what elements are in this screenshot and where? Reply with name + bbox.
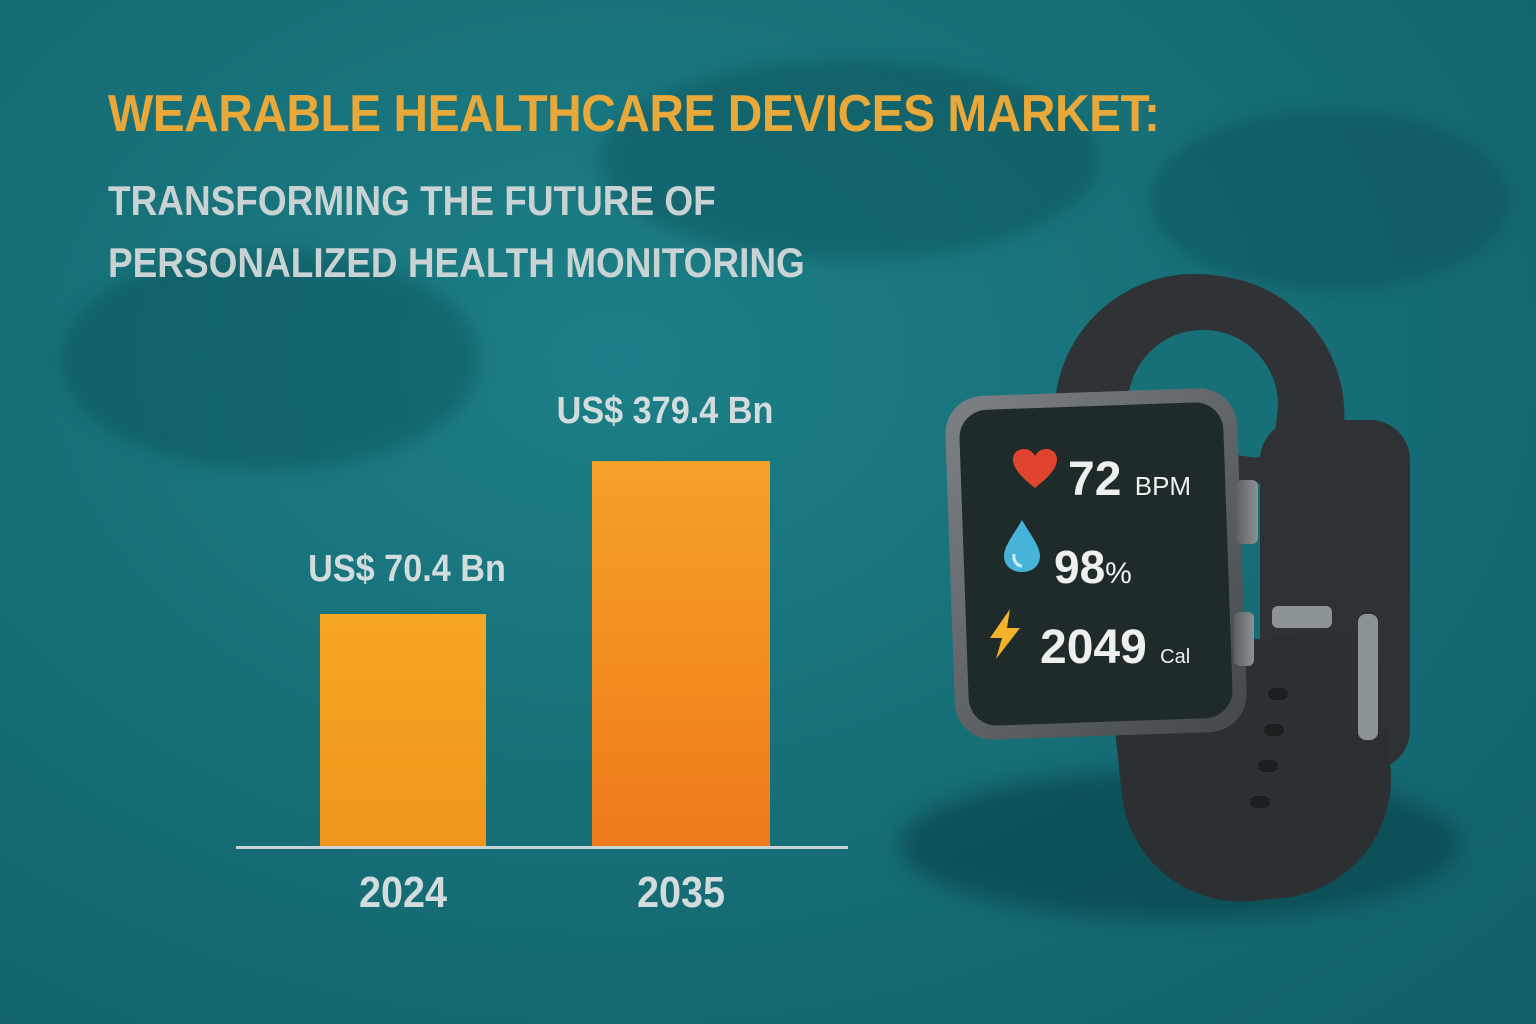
- x-tick-2035: 2035: [636, 868, 726, 917]
- strap-hole: [1250, 796, 1270, 808]
- bar-value-label-2024: US$ 70.4 Bn: [308, 548, 506, 590]
- calories-value: 2049: [1040, 621, 1147, 674]
- watch-crown-button: [1236, 480, 1258, 544]
- strap-hole: [1264, 724, 1284, 736]
- oxygen-value: 98: [1054, 541, 1106, 593]
- x-axis-line: [236, 846, 848, 849]
- subtitle-line-1: TRANSFORMING THE FUTURE OF: [108, 177, 716, 224]
- heart-icon: [1013, 449, 1057, 488]
- lightning-icon: [990, 609, 1020, 659]
- bar-2035: [592, 461, 770, 847]
- subtitle-line-2: PERSONALIZED HEALTH MONITORING: [108, 239, 805, 286]
- watch-side-button: [1234, 612, 1254, 666]
- map-background: [600, 60, 1100, 260]
- calories-unit: Cal: [1160, 646, 1191, 668]
- bar-2024: [320, 614, 486, 847]
- oxygen-unit: %: [1105, 557, 1132, 590]
- map-background: [60, 250, 480, 470]
- heart-rate-unit: BPM: [1134, 471, 1192, 501]
- strap-hole: [1258, 760, 1278, 772]
- page-title: WEARABLE HEALTHCARE DEVICES MARKET:: [108, 85, 1160, 143]
- watch-buckle-frame: [1358, 614, 1378, 740]
- water-drop-icon: [1004, 520, 1040, 572]
- calories-metric: 2049 Cal: [1040, 620, 1190, 675]
- map-background: [1150, 110, 1510, 290]
- page-subtitle: TRANSFORMING THE FUTURE OF PERSONALIZED …: [108, 170, 805, 294]
- watch-buckle: [1272, 606, 1332, 628]
- oxygen-metric: 98%: [1054, 540, 1132, 594]
- heart-rate-metric: 72 BPM: [1068, 452, 1191, 507]
- heart-rate-value: 72: [1068, 453, 1122, 506]
- bar-value-label-2035: US$ 379.4 Bn: [556, 390, 774, 432]
- strap-hole: [1268, 688, 1288, 700]
- x-tick-2024: 2024: [358, 868, 448, 917]
